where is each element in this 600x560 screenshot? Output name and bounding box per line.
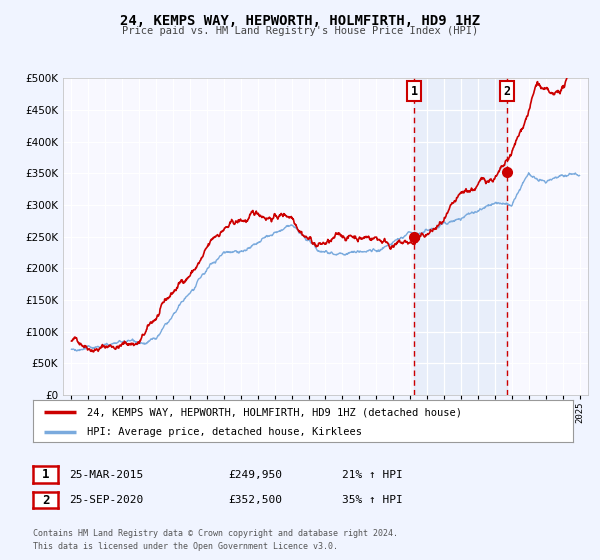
Text: 35% ↑ HPI: 35% ↑ HPI	[342, 495, 403, 505]
Text: This data is licensed under the Open Government Licence v3.0.: This data is licensed under the Open Gov…	[33, 542, 338, 550]
Text: 1: 1	[410, 85, 418, 98]
Text: 25-MAR-2015: 25-MAR-2015	[69, 470, 143, 480]
Text: 24, KEMPS WAY, HEPWORTH, HOLMFIRTH, HD9 1HZ (detached house): 24, KEMPS WAY, HEPWORTH, HOLMFIRTH, HD9 …	[87, 407, 462, 417]
Text: HPI: Average price, detached house, Kirklees: HPI: Average price, detached house, Kirk…	[87, 427, 362, 437]
Text: 21% ↑ HPI: 21% ↑ HPI	[342, 470, 403, 480]
Text: Contains HM Land Registry data © Crown copyright and database right 2024.: Contains HM Land Registry data © Crown c…	[33, 529, 398, 538]
Text: 24, KEMPS WAY, HEPWORTH, HOLMFIRTH, HD9 1HZ: 24, KEMPS WAY, HEPWORTH, HOLMFIRTH, HD9 …	[120, 14, 480, 28]
Text: 2: 2	[503, 85, 511, 98]
Text: £249,950: £249,950	[228, 470, 282, 480]
Text: 1: 1	[42, 468, 49, 482]
Text: Price paid vs. HM Land Registry's House Price Index (HPI): Price paid vs. HM Land Registry's House …	[122, 26, 478, 36]
Text: 2: 2	[42, 493, 49, 507]
Text: 25-SEP-2020: 25-SEP-2020	[69, 495, 143, 505]
Text: £352,500: £352,500	[228, 495, 282, 505]
Bar	[414, 78, 507, 395]
